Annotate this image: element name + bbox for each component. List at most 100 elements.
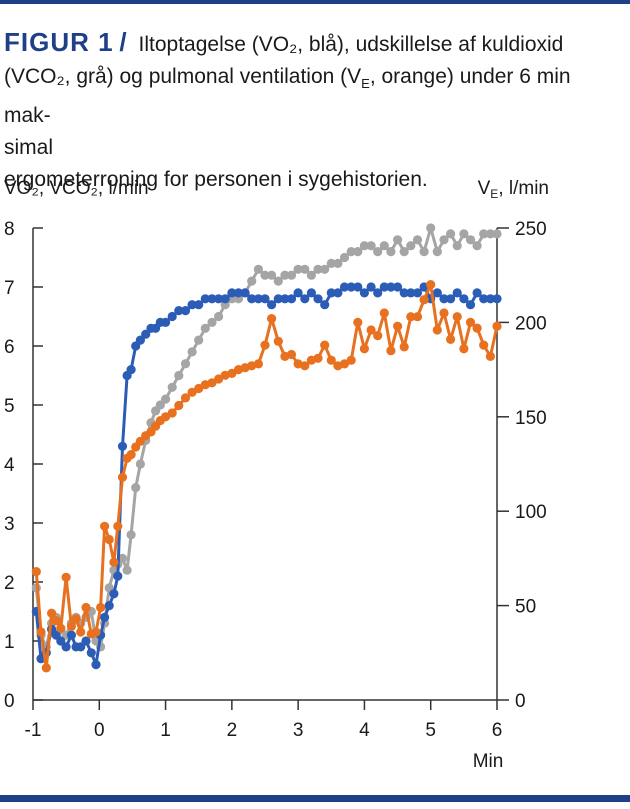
data-point-vo2 [452, 288, 462, 298]
data-point-vo2 [56, 636, 66, 646]
data-point-ve [66, 621, 76, 631]
data-point-vco2 [286, 270, 297, 280]
data-point-vco2 [485, 229, 495, 239]
data-point-vco2 [253, 264, 263, 274]
data-point-vco2 [273, 276, 283, 286]
line-chart: 0 1 2 3 4 5 6 7 8 0 50 100 150 200 250 -1 0 1 2 3 4 5 6 VO₂, V… [4, 178, 549, 772]
data-point-vco2 [117, 553, 128, 563]
data-point-ve [339, 359, 350, 369]
figure-caption: FIGUR 1 / Iltoptagelse (VO₂, blå), udski… [4, 26, 619, 196]
data-point-vo2 [247, 294, 257, 304]
data-point-vo2 [373, 288, 383, 298]
data-point-vo2 [439, 294, 449, 304]
caption-line-4: ergometerroning for personen i sygehisto… [4, 168, 428, 192]
data-point-ve [313, 353, 323, 363]
data-point-vco2 [472, 241, 482, 251]
data-point-ve [167, 408, 177, 418]
data-point-ve [286, 349, 297, 360]
right-axis-label-sub: E [490, 187, 498, 201]
right-tick-label: 150 [515, 408, 547, 429]
data-point-ve [81, 602, 91, 613]
data-point-vo2 [492, 294, 502, 304]
data-point-ve [320, 340, 330, 350]
data-point-ve [353, 317, 363, 327]
data-point-vco2 [439, 235, 449, 245]
data-point-vo2 [135, 335, 145, 345]
data-point-ve [359, 344, 369, 354]
data-point-ve [91, 627, 101, 637]
data-point-vo2 [207, 294, 217, 304]
data-point-vco2 [393, 235, 403, 245]
data-point-ve [31, 567, 41, 577]
data-point-vo2 [326, 288, 336, 298]
data-point-vco2 [419, 247, 429, 257]
data-point-ve [96, 602, 106, 613]
data-point-ve [472, 323, 482, 333]
data-point-vo2 [220, 294, 230, 304]
data-point-vo2 [227, 288, 237, 298]
data-point-vco2 [207, 317, 217, 327]
data-point-vo2 [260, 294, 270, 304]
data-point-vco2 [267, 270, 277, 280]
caption-line-2-sub: E [361, 76, 370, 92]
caption-line-3: simal [4, 136, 54, 160]
x-axis-label: Min [473, 751, 504, 772]
data-point-vco2 [339, 252, 350, 263]
data-point-vo2 [194, 300, 204, 310]
data-point-vco2 [135, 459, 145, 469]
data-point-vco2 [280, 270, 290, 280]
data-point-vco2 [306, 270, 316, 280]
data-point-ve [432, 325, 442, 335]
data-point-vo2 [412, 288, 423, 298]
data-point-ve [419, 295, 429, 305]
left-tick-label: 1 [4, 632, 15, 653]
data-point-vo2 [359, 288, 369, 298]
data-point-vo2 [459, 294, 469, 304]
left-tick-label: 6 [4, 337, 15, 358]
data-point-vco2 [247, 276, 257, 286]
data-point-vo2 [485, 294, 495, 304]
data-point-ve [109, 557, 119, 567]
data-point-vo2 [286, 294, 297, 304]
caption-line-1: Iltoptagelse (VO₂, blå), udskillelse af … [138, 33, 564, 56]
data-point-vco2 [459, 229, 469, 239]
x-tick-label: 5 [425, 720, 436, 741]
data-point-vco2 [320, 264, 330, 274]
data-point-ve [379, 308, 389, 318]
data-point-ve [406, 312, 416, 322]
data-point-vco2 [406, 241, 416, 251]
left-tick-label: 0 [4, 691, 15, 712]
data-point-vco2 [479, 229, 489, 239]
data-point-ve [51, 616, 61, 626]
data-point-vco2 [346, 247, 356, 257]
data-point-vco2 [452, 241, 462, 251]
data-point-vco2 [214, 311, 224, 322]
data-point-ve [373, 331, 383, 341]
x-tick-label: 1 [160, 720, 171, 741]
right-axis-label-end: , l/min [498, 178, 549, 199]
data-point-vco2 [131, 483, 141, 493]
top-rule [0, 0, 630, 4]
bottom-rule [0, 795, 630, 802]
x-tick-label: 0 [94, 720, 105, 741]
data-point-ve [452, 312, 462, 322]
data-point-vo2 [100, 612, 110, 622]
data-point-ve [346, 355, 356, 365]
data-point-vo2 [267, 300, 277, 310]
data-point-vo2 [432, 288, 442, 298]
data-point-vo2 [167, 311, 177, 322]
data-point-vo2 [273, 294, 283, 304]
data-point-vco2 [446, 229, 456, 239]
data-point-ve [260, 340, 270, 350]
data-point-vo2 [91, 660, 101, 670]
data-point-ve [386, 346, 396, 356]
data-point-vo2 [479, 294, 489, 304]
data-point-vo2 [233, 288, 244, 298]
data-point-vo2 [117, 441, 128, 451]
data-point-ve [300, 361, 310, 371]
data-point-ve [399, 342, 409, 352]
caption-line-2: (VCO₂, grå) og pulmonal ventilation (V [4, 65, 362, 88]
data-point-vo2 [306, 288, 316, 298]
data-point-vco2 [492, 229, 502, 239]
data-point-vo2 [300, 294, 310, 304]
